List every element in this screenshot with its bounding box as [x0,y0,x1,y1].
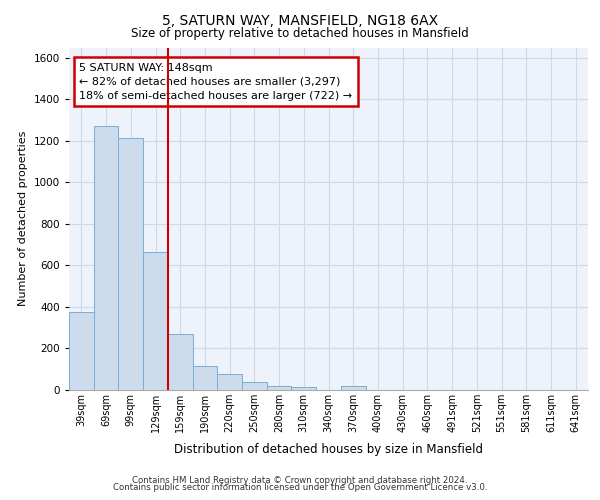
Text: 5, SATURN WAY, MANSFIELD, NG18 6AX: 5, SATURN WAY, MANSFIELD, NG18 6AX [162,14,438,28]
Bar [267,386,292,390]
Bar [217,374,242,390]
Bar [242,382,267,390]
Y-axis label: Number of detached properties: Number of detached properties [18,131,28,306]
Text: Contains public sector information licensed under the Open Government Licence v3: Contains public sector information licen… [113,484,487,492]
Bar [94,126,118,390]
Bar [292,387,316,390]
Bar [168,334,193,390]
Text: Distribution of detached houses by size in Mansfield: Distribution of detached houses by size … [175,442,484,456]
Text: Contains HM Land Registry data © Crown copyright and database right 2024.: Contains HM Land Registry data © Crown c… [132,476,468,485]
Text: 5 SATURN WAY: 148sqm
← 82% of detached houses are smaller (3,297)
18% of semi-de: 5 SATURN WAY: 148sqm ← 82% of detached h… [79,63,353,101]
Text: Size of property relative to detached houses in Mansfield: Size of property relative to detached ho… [131,27,469,40]
Bar [341,386,365,390]
Bar [69,312,94,390]
Bar [118,138,143,390]
Bar [143,252,168,390]
Bar [193,366,217,390]
